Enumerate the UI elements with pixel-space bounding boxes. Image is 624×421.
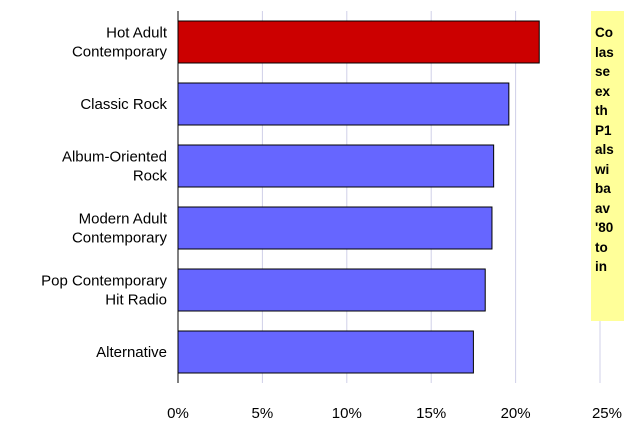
bar [178, 207, 492, 249]
annotation-line: wi [595, 160, 624, 180]
bars [178, 21, 539, 373]
bar [178, 269, 485, 311]
x-tick-label: 20% [501, 405, 531, 421]
x-tick-label: 0% [167, 405, 189, 421]
annotation-line: to [595, 238, 624, 258]
bar [178, 145, 494, 187]
category-label: Alternative [96, 344, 167, 361]
category-labels: Hot Adult Contemporary Classic Rock Album-O… [41, 25, 168, 362]
category-label: Hit Radio [105, 292, 167, 309]
category-label: Hot Adult [106, 25, 168, 42]
category-label: Album-Oriented [62, 149, 167, 166]
bar [178, 331, 473, 373]
category-label: Pop Contemporary [41, 273, 167, 290]
annotation-line: als [595, 140, 624, 160]
annotation-line: '80 [595, 218, 624, 238]
grid-lines [262, 11, 600, 383]
annotation-line: P1 [595, 121, 624, 141]
bar [178, 21, 539, 63]
annotation-line: th [595, 101, 624, 121]
category-label: Contemporary [72, 230, 168, 247]
x-tick-label: 25% [592, 405, 622, 421]
annotation-line: ba [595, 179, 624, 199]
x-tick-label: 5% [252, 405, 274, 421]
annotation-line: in [595, 257, 624, 277]
category-label: Modern Adult [79, 211, 168, 228]
annotation-line: las [595, 43, 624, 63]
x-tick-label: 10% [332, 405, 362, 421]
category-label: Rock [133, 168, 168, 185]
x-tick-label: 15% [416, 405, 446, 421]
category-label: Classic Rock [80, 96, 167, 113]
annotation-line: ex [595, 82, 624, 102]
annotation-line: Co [595, 23, 624, 43]
annotation-line: se [595, 62, 624, 82]
x-tick-labels: 0% 5% 10% 15% 20% 25% [167, 405, 622, 421]
category-label: Contemporary [72, 44, 168, 61]
annotation-note: Co las se ex th P1 als wi ba av '80 to in [591, 11, 624, 321]
bar [178, 83, 509, 125]
annotation-line: av [595, 199, 624, 219]
